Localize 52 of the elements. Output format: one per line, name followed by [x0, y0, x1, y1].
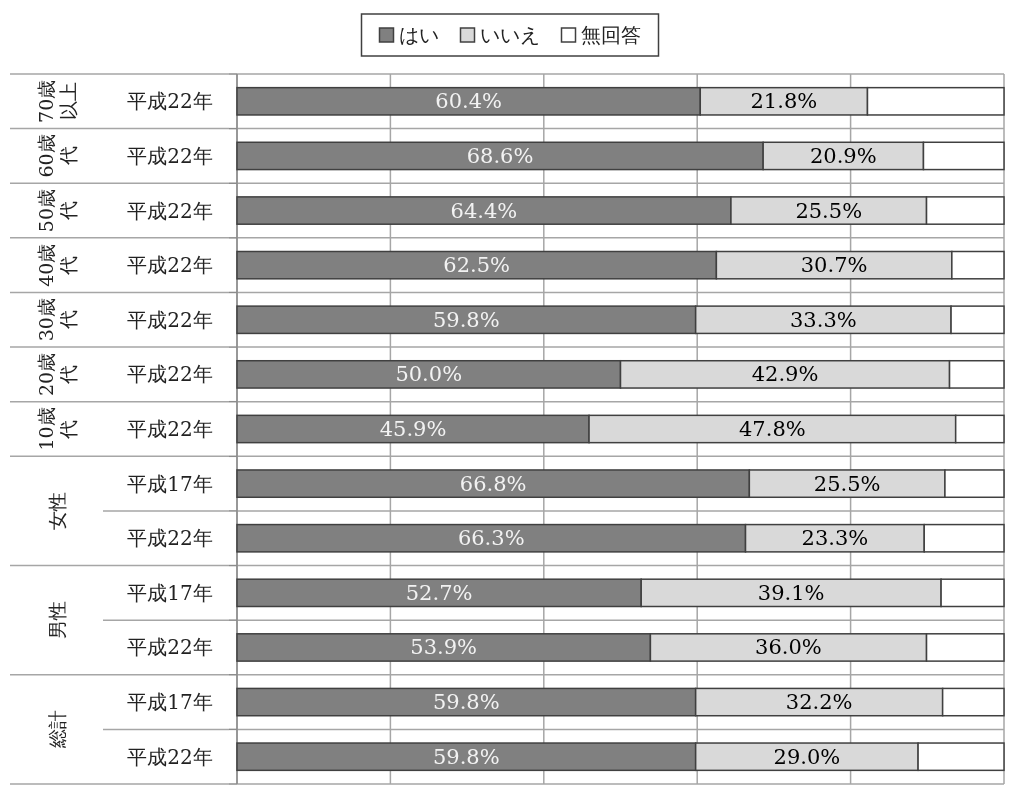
data-label: 47.8% — [739, 417, 806, 441]
data-label: 25.5% — [813, 471, 881, 496]
y-tick-label: 平成17年 — [127, 580, 213, 605]
data-label: 59.8% — [432, 744, 500, 769]
data-label: 39.1% — [757, 580, 825, 605]
data-label: 29.0% — [773, 744, 841, 769]
data-label: 66.3% — [457, 526, 525, 551]
y-tick-label: 平成17年 — [127, 471, 213, 496]
data-label: 33.3% — [790, 307, 857, 332]
data-label: 36.0% — [755, 635, 822, 660]
data-label: 68.6% — [466, 143, 534, 168]
text: 50歳代 — [34, 188, 79, 233]
y-tick-label: 平成22年 — [127, 89, 213, 114]
data-label: 50.0% — [395, 362, 463, 387]
y-tick-label: 平成22年 — [127, 198, 213, 223]
data-label: 59.8% — [432, 690, 500, 715]
y-tick-label: 平成22年 — [127, 307, 213, 332]
y-tick-label: 平成22年 — [127, 526, 213, 551]
y-tick-label: 平成22年 — [127, 253, 213, 278]
legend-label: 無回答 — [580, 23, 641, 47]
data-label: 30.7% — [800, 253, 868, 278]
y-tick-label: 平成17年 — [127, 690, 213, 715]
y-tick-label: 平成22年 — [127, 635, 213, 660]
data-label: 52.7% — [405, 580, 473, 605]
text: 男性 — [45, 601, 68, 640]
text: 総計 — [45, 710, 68, 750]
y-tick-label: 平成22年 — [127, 362, 213, 387]
data-label: 62.5% — [443, 253, 511, 278]
text: 70歳以上 — [34, 79, 79, 123]
data-label: 42.9% — [751, 362, 819, 387]
text: 40歳代 — [34, 243, 79, 287]
data-label: 21.8% — [750, 89, 818, 114]
y-tick-label: 平成22年 — [127, 744, 213, 769]
text: 60歳代 — [34, 134, 79, 178]
text: 10歳代 — [34, 407, 79, 451]
text: 女性 — [45, 491, 68, 530]
data-label: 66.8% — [459, 471, 527, 496]
text: 20歳代 — [34, 352, 79, 396]
data-label: 25.5% — [795, 198, 863, 223]
y-tick-label: 平成22年 — [127, 143, 213, 168]
data-label: 20.9% — [809, 143, 877, 168]
data-label: 64.4% — [450, 198, 518, 223]
y-tick-label: 平成22年 — [127, 417, 213, 441]
legend-label: いいえ — [479, 23, 540, 47]
legend-label: はい — [398, 23, 439, 47]
data-label: 32.2% — [785, 690, 853, 715]
text: 30歳代 — [34, 298, 79, 342]
data-label: 59.8% — [432, 307, 500, 332]
data-label: 60.4% — [435, 89, 502, 114]
data-label: 53.9% — [410, 635, 478, 660]
data-label: 45.9% — [379, 417, 447, 441]
data-label: 23.3% — [801, 526, 869, 551]
